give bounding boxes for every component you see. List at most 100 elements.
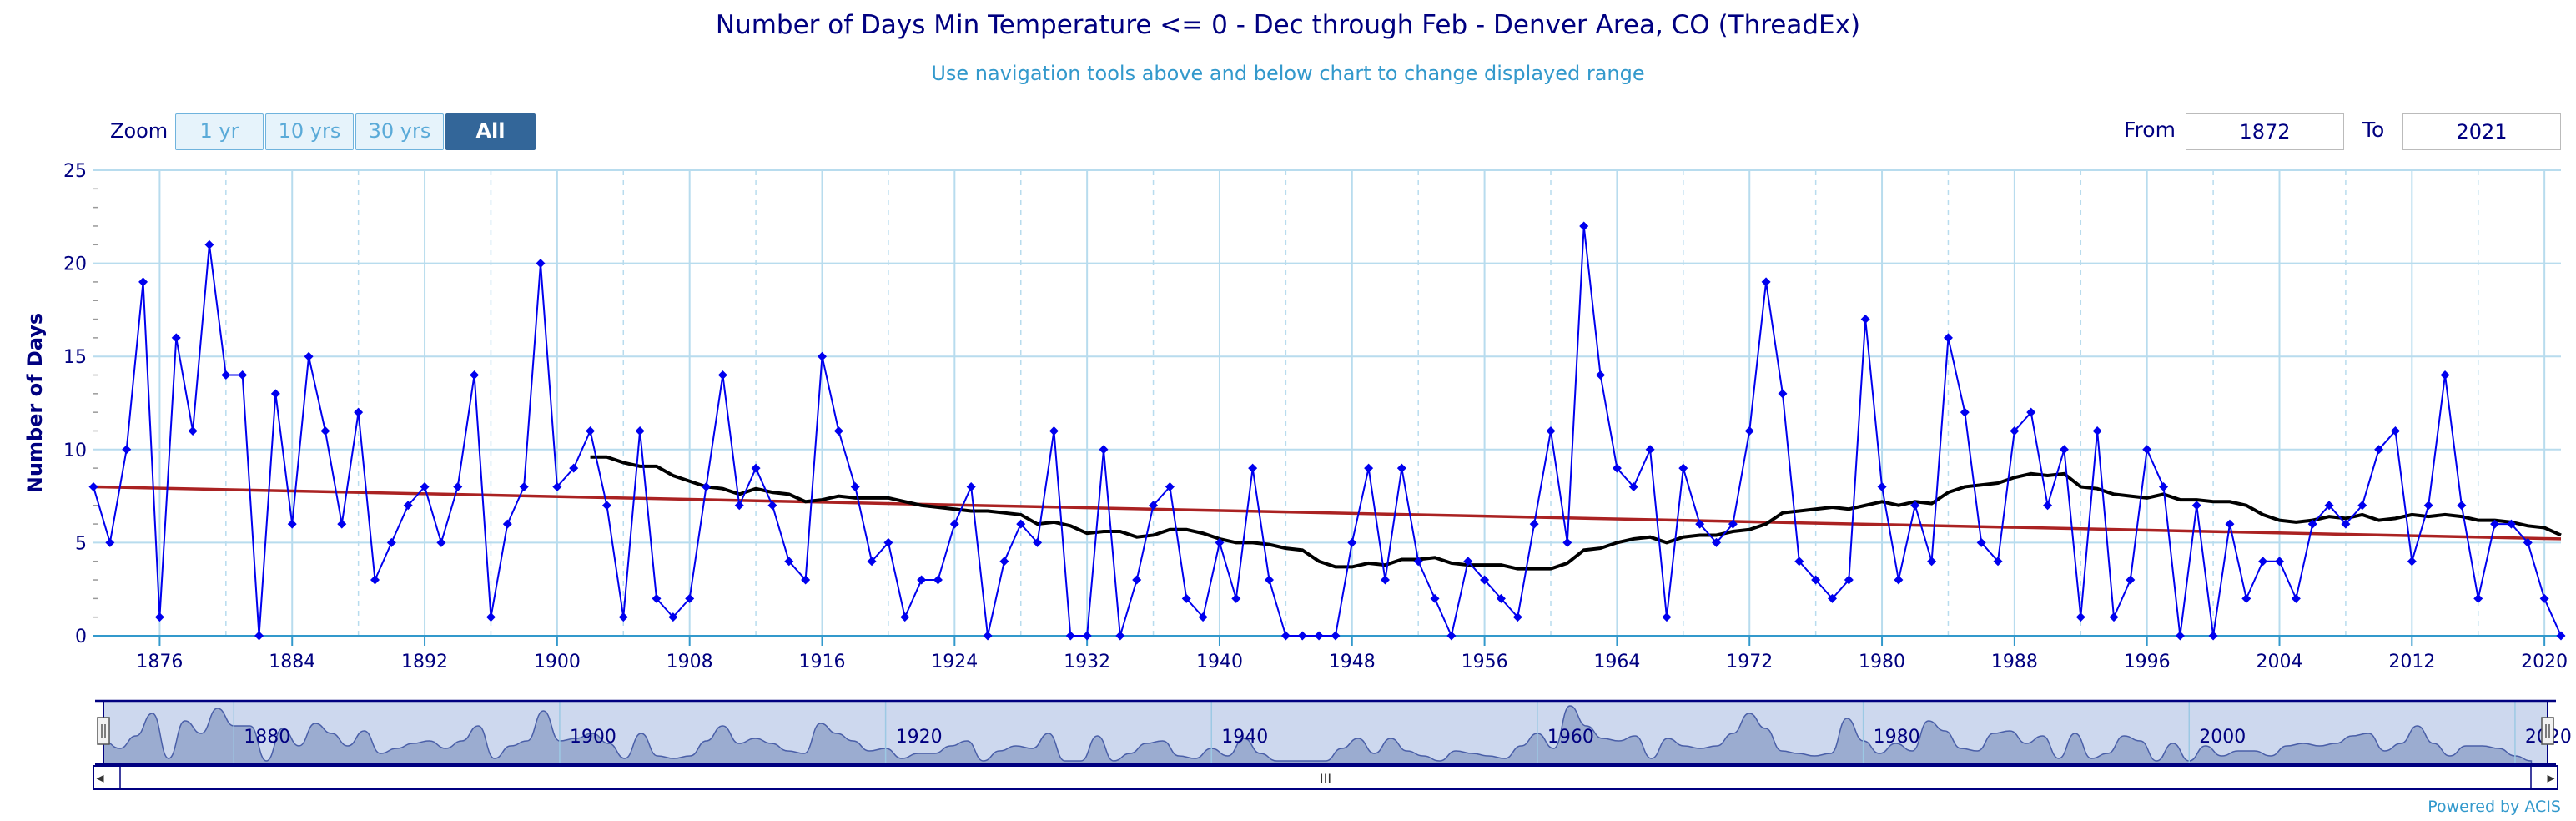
x-tick-label: 1956	[1462, 652, 1508, 672]
data-point	[2275, 557, 2285, 567]
data-point	[2010, 426, 2020, 436]
data-point	[1927, 557, 1937, 567]
data-point	[403, 501, 413, 511]
data-point	[2191, 501, 2201, 511]
data-point	[2357, 501, 2367, 511]
data-point	[2539, 593, 2549, 603]
data-point	[2440, 370, 2450, 380]
data-point	[1628, 481, 1638, 491]
zoom-10yrs-button[interactable]: 10 yrs	[265, 113, 354, 150]
data-point	[502, 519, 512, 529]
plot-series	[88, 221, 2566, 641]
data-point	[1149, 501, 1159, 511]
data-point	[1844, 575, 1854, 585]
data-point	[751, 463, 761, 473]
data-point	[1248, 463, 1258, 473]
data-point	[1480, 575, 1490, 585]
data-point	[320, 426, 330, 436]
data-point	[933, 575, 943, 585]
data-point	[1165, 481, 1175, 491]
data-point	[1297, 631, 1307, 641]
data-point	[801, 575, 811, 585]
data-point	[1712, 537, 1722, 547]
data-point	[1761, 277, 1771, 287]
data-point	[2059, 445, 2069, 455]
data-point	[2307, 519, 2317, 529]
data-point	[1546, 426, 1556, 436]
to-input[interactable]: 2021	[2402, 113, 2561, 150]
to-label: To	[2362, 118, 2385, 142]
data-point	[1562, 537, 1572, 547]
data-point	[2092, 426, 2102, 436]
data-point	[453, 481, 463, 491]
credits-link[interactable]: Powered by ACIS	[2428, 798, 2561, 816]
data-point	[1860, 315, 1870, 325]
navigator-tick-label: 1960	[1547, 727, 1594, 748]
x-tick-label: 2020	[2521, 652, 2568, 672]
data-point	[1099, 445, 1109, 455]
data-point	[2390, 426, 2400, 436]
x-tick-label: 1892	[401, 652, 448, 672]
zoom-30yrs-button[interactable]: 30 yrs	[355, 113, 444, 150]
scrollbar-thumb[interactable]	[120, 768, 2531, 788]
navigator[interactable]: 18801900192019401960198020002020III◂▸	[93, 699, 2572, 790]
navigator-right-handle[interactable]	[2541, 717, 2554, 745]
data-point	[238, 370, 248, 380]
data-point	[1016, 519, 1026, 529]
x-tick-label: 1996	[2124, 652, 2171, 672]
x-tick-label: 1964	[1593, 652, 1640, 672]
data-point	[850, 481, 860, 491]
data-point	[867, 557, 877, 567]
data-point	[2374, 445, 2384, 455]
data-point	[1695, 519, 1705, 529]
data-point	[586, 426, 596, 436]
data-point	[1033, 537, 1043, 547]
data-point	[1496, 593, 1506, 603]
data-point	[1579, 221, 1589, 231]
trend-line	[93, 485, 2562, 541]
chart-title: Number of Days Min Temperature <= 0 - De…	[715, 10, 1861, 40]
data-point	[1612, 463, 1622, 473]
data-point	[420, 481, 430, 491]
data-point	[2159, 481, 2169, 491]
data-point	[88, 481, 98, 491]
data-point	[2423, 501, 2433, 511]
data-point	[2407, 557, 2417, 567]
data-point	[784, 557, 794, 567]
data-point	[1280, 631, 1291, 641]
scrollbar-right-arrow-icon[interactable]: ▸	[2547, 769, 2554, 787]
from-input[interactable]: 1872	[2186, 113, 2344, 150]
data-point	[2241, 593, 2251, 603]
data-point	[1115, 631, 1125, 641]
data-point	[1065, 631, 1075, 641]
navigator-area	[103, 705, 2533, 765]
navigator-left-handle[interactable]	[97, 717, 110, 745]
y-tick-label: 15	[63, 347, 87, 368]
data-point	[1678, 463, 1688, 473]
x-tick-label: 1900	[534, 652, 581, 672]
data-point	[1662, 612, 1672, 622]
data-point	[2473, 593, 2483, 603]
data-point	[2523, 537, 2533, 547]
data-point	[1396, 463, 1406, 473]
zoom-all-button[interactable]: All	[445, 113, 536, 150]
data-point	[2291, 593, 2301, 603]
y-tick-label: 0	[75, 627, 87, 647]
data-point	[287, 519, 297, 529]
data-point	[1132, 575, 1142, 585]
data-point	[1744, 426, 1754, 436]
data-point	[2341, 519, 2351, 529]
data-point	[618, 612, 628, 622]
data-point	[1198, 612, 1208, 622]
data-point	[470, 370, 480, 380]
zoom-1yr-button[interactable]: 1 yr	[175, 113, 264, 150]
data-point	[966, 481, 976, 491]
data-point	[1231, 593, 1241, 603]
data-point	[569, 463, 579, 473]
y-tick-label: 10	[63, 441, 87, 461]
y-tick-label: 25	[63, 161, 87, 182]
data-point	[1778, 389, 1788, 399]
data-point	[917, 575, 927, 585]
scrollbar-left-arrow-icon[interactable]: ◂	[96, 769, 103, 787]
data-point	[1430, 593, 1440, 603]
